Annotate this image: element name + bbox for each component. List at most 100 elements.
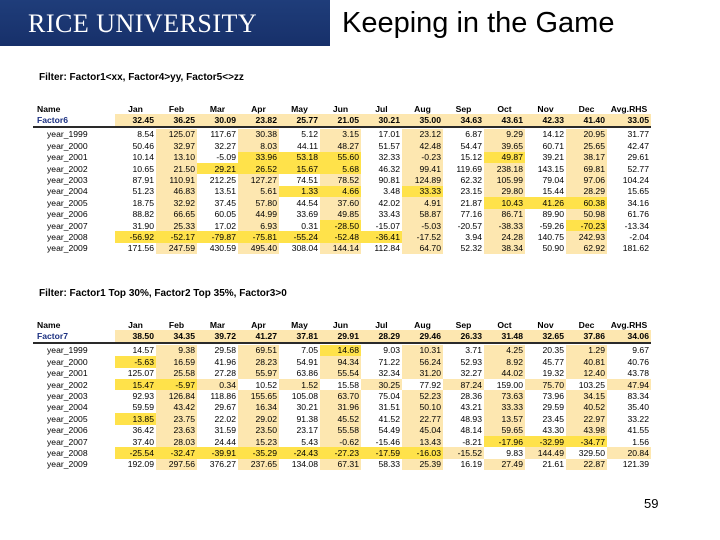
table-row: year_2001 10.14 13.10 -5.09 33.96 53.18 55.60 3…	[33, 151, 651, 163]
table-cell: 28.23	[238, 356, 279, 368]
table-cell: 118.86	[197, 390, 238, 402]
table-cell: 1.56	[607, 435, 651, 448]
factor-value: 37.86	[566, 330, 607, 343]
column-header: Aug	[414, 103, 431, 114]
table-cell: 14.57	[115, 344, 156, 357]
table-row: year_2005 18.75 32.92 37.45 57.80 44.54 37.60 4…	[33, 197, 651, 209]
table-cell: -0.23	[402, 151, 443, 163]
table-header-row: Name Jan Feb Mar Apr May Jun Jul Aug Sep Oct Nov Dec…	[33, 103, 651, 114]
table-cell: -39.91	[197, 447, 238, 459]
year-label: year_2002	[47, 379, 88, 390]
table-cell: 9.29	[484, 128, 525, 141]
table-cell: 10.65	[115, 162, 156, 175]
column-header: Sep	[455, 319, 472, 330]
factor-value: 37.81	[279, 330, 320, 343]
table-cell: -79.87	[197, 231, 238, 243]
table-cell: -24.43	[279, 447, 320, 459]
table-cell: 30.25	[361, 378, 402, 391]
year-label: year_2003	[47, 391, 88, 402]
table-cell: 14.12	[525, 128, 566, 141]
table-cell: 10.14	[115, 151, 156, 163]
table-cell: 22.97	[566, 413, 607, 425]
table-cell: 38.34	[484, 242, 525, 255]
column-header: Jan	[128, 103, 143, 114]
table-cell: 36.42	[115, 424, 156, 436]
table-cell: 21.87	[443, 197, 484, 209]
table-cell: 16.59	[156, 356, 197, 368]
table-cell: 159.00	[484, 378, 525, 391]
table-cell: 50.10	[402, 401, 443, 414]
table-cell: 34.16	[607, 197, 651, 209]
column-header: Apr	[251, 103, 266, 114]
table-cell: 33.33	[402, 185, 443, 198]
table-cell: 22.77	[402, 413, 443, 425]
table-cell: -17.59	[361, 447, 402, 459]
column-header: Sep	[455, 103, 472, 114]
table-cell: 29.02	[238, 413, 279, 425]
factor-value: 34.63	[443, 114, 484, 127]
table-cell: 39.65	[484, 140, 525, 152]
table-cell: 10.52	[238, 378, 279, 391]
returns-table-2: Name Jan Feb Mar Apr May Jun Jul Aug Sep Oct Nov Dec…	[33, 319, 651, 471]
column-header: Jul	[375, 319, 388, 330]
table-cell: 63.86	[279, 367, 320, 379]
table-cell: 134.08	[279, 458, 320, 471]
factor-value: 25.77	[279, 114, 320, 127]
table-cell: 49.87	[484, 151, 525, 163]
table-cell: 60.05	[197, 208, 238, 220]
table-cell: 4.25	[484, 344, 525, 357]
table-cell: 44.11	[279, 140, 320, 152]
table-cell: 31.20	[402, 367, 443, 379]
year-label: year_2001	[47, 368, 88, 379]
table-cell: 55.54	[320, 367, 361, 379]
table-cell: -55.24	[279, 231, 320, 243]
table-row: year_2000 50.46 32.97 32.27 8.03 44.11 48.27 51…	[33, 140, 651, 152]
table-cell: 104.24	[607, 174, 651, 186]
table-row: year_2004 59.59 43.42 29.67 16.34 30.21 31.96 3…	[33, 401, 651, 414]
table-cell: 23.45	[525, 413, 566, 425]
table-cell: 55.97	[238, 367, 279, 379]
table-row: year_2004 51.23 46.83 13.51 5.61 1.33 4.66 3.48…	[33, 185, 651, 198]
table-cell: 94.34	[320, 356, 361, 368]
table-cell: 430.59	[197, 242, 238, 255]
table-cell: 57.80	[238, 197, 279, 209]
table-cell: 31.90	[115, 219, 156, 232]
column-header: Name	[37, 319, 61, 330]
table-cell: -32.47	[156, 447, 197, 459]
table-cell: 58.33	[361, 458, 402, 471]
year-label: year_2008	[47, 447, 88, 458]
table-cell: 45.77	[525, 356, 566, 368]
table-cell: 61.76	[607, 208, 651, 220]
table-cell: 52.77	[607, 162, 651, 175]
column-header: Dec	[578, 319, 595, 330]
table-row: year_2008 -56.92 -52.17 -79.87 -75.81 -55.24-…	[33, 231, 651, 243]
table-cell: 33.33	[484, 401, 525, 414]
table-cell: 73.63	[484, 390, 525, 402]
table-cell: 126.84	[156, 390, 197, 402]
table-cell: 127.27	[238, 174, 279, 186]
table-cell: 41.26	[525, 197, 566, 209]
table-row: year_2009 171.56 247.59 430.59 495.40 308.04 1…	[33, 242, 651, 255]
table-cell: 12.40	[566, 367, 607, 379]
returns-table-1: Name Jan Feb Mar Apr May Jun Jul Aug Sep Oct Nov Dec…	[33, 103, 651, 255]
column-header: May	[291, 319, 308, 330]
column-header: Mar	[209, 319, 226, 330]
column-header: Dec	[578, 103, 595, 114]
table-cell: 32.27	[197, 140, 238, 152]
table-cell: 97.06	[566, 174, 607, 186]
factor-value: 32.45	[115, 114, 156, 127]
column-header: Oct	[497, 319, 512, 330]
table-cell: 48.14	[443, 424, 484, 436]
table-cell: 125.07	[115, 367, 156, 379]
table-cell: -70.23	[566, 219, 607, 232]
table-cell: 64.70	[402, 242, 443, 255]
row-divider	[33, 125, 651, 129]
table-cell: 23.75	[156, 413, 197, 425]
table-cell: 86.71	[484, 208, 525, 220]
table-cell: 67.31	[320, 458, 361, 471]
table-cell: -5.09	[197, 151, 238, 163]
table-cell: 77.92	[402, 378, 443, 391]
table-cell: -28.50	[320, 219, 361, 232]
table-cell: 9.03	[361, 344, 402, 357]
table-cell: -32.99	[525, 435, 566, 448]
